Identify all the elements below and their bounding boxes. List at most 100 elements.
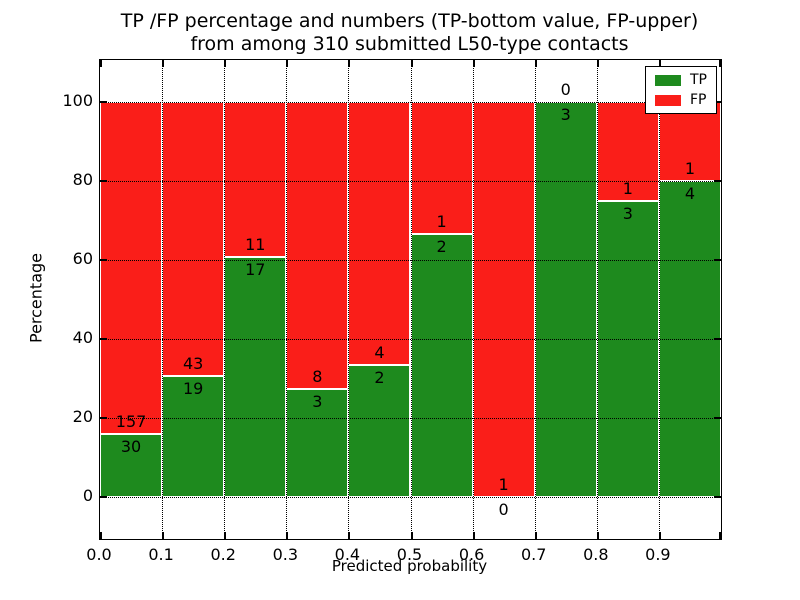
legend-label-fp: FP [690, 92, 707, 108]
tp-count-label: 0 [498, 500, 509, 520]
x-tick-top [658, 60, 661, 67]
gridline-x [534, 60, 536, 539]
y-tick-right [714, 417, 721, 420]
x-tick-bottom [224, 532, 227, 539]
y-tick-left [100, 258, 107, 261]
bar-segment-tp [162, 376, 225, 498]
bar-segment-tp [100, 433, 163, 498]
x-tick-top [286, 60, 289, 67]
tp-count-label: 30 [120, 436, 142, 456]
x-tick-bottom [534, 532, 537, 539]
x-axis-label: Predicted probability [331, 557, 488, 575]
tp-count-label: 2 [436, 236, 447, 256]
y-tick-right [714, 179, 721, 182]
bar-segment-tp [534, 101, 597, 498]
x-tick-label: 0.8 [583, 545, 609, 564]
bar-segment-fp [100, 101, 163, 434]
fp-swatch-icon [655, 94, 681, 106]
x-tick-bottom [286, 532, 289, 539]
x-tick-label: 0.3 [272, 545, 299, 564]
bar-segment-fp [410, 101, 473, 234]
tp-count-label: 2 [374, 368, 385, 388]
gridline-x [596, 60, 598, 539]
x-tick-top [472, 60, 475, 67]
x-tick-bottom [658, 532, 661, 539]
x-tick-top [348, 60, 351, 67]
y-tick-left [100, 496, 107, 499]
x-tick-label: 0.1 [148, 545, 174, 564]
fp-count-label: 8 [312, 367, 323, 387]
y-tick-right [714, 100, 721, 103]
tp-count-label: 3 [560, 104, 571, 124]
x-tick-top [596, 60, 599, 67]
x-tick-bottom [410, 532, 413, 539]
bar-segment-fp [596, 101, 659, 201]
y-tick-left [100, 100, 107, 103]
y-tick-left [100, 179, 107, 182]
y-tick-label: 60 [72, 248, 93, 268]
x-tick-label: 0.0 [86, 545, 112, 564]
chart-title-line2: from among 310 submitted L50-type contac… [190, 33, 629, 55]
fp-count-label: 43 [182, 354, 204, 374]
legend-item-fp: FP [655, 93, 707, 107]
y-tick-label: 80 [72, 169, 93, 189]
y-tick-right [714, 338, 721, 341]
bar-segment-tp [224, 257, 287, 498]
x-tick-label: 0.7 [520, 545, 547, 564]
fp-count-label: 157 [115, 411, 147, 431]
legend: TP FP [645, 66, 717, 114]
chart-title: TP /FP percentage and numbers (TP-bottom… [99, 10, 720, 56]
x-tick-label: 0.2 [210, 545, 236, 564]
y-axis-label: Percentage [26, 252, 46, 344]
x-tick-top [100, 60, 102, 67]
bar-segment-fp [286, 101, 349, 390]
fp-count-label: 1 [622, 178, 633, 198]
tp-count-label: 17 [245, 260, 266, 280]
fp-count-label: 1 [498, 475, 509, 495]
x-tick-label: 0.5 [396, 545, 423, 564]
x-tick-label: 0.4 [334, 545, 361, 564]
gridline-x [410, 60, 412, 539]
x-tick-label: 0.6 [458, 545, 485, 564]
y-tick-left [100, 338, 107, 341]
legend-label-tp: TP [690, 72, 707, 88]
fp-count-label: 1 [684, 158, 696, 178]
fp-count-label: 11 [245, 235, 266, 255]
bar-segment-fp [224, 101, 287, 258]
tp-count-label: 19 [182, 379, 204, 399]
y-tick-label: 0 [82, 486, 93, 506]
legend-item-tp: TP [655, 73, 707, 87]
x-tick-bottom [719, 532, 721, 539]
x-tick-bottom [162, 532, 165, 539]
bar-segment-tp [348, 365, 411, 498]
y-tick-right [714, 258, 721, 261]
x-tick-label: 0.9 [645, 545, 671, 564]
chart-title-line1: TP /FP percentage and numbers (TP-bottom… [120, 10, 699, 32]
x-tick-bottom [348, 532, 351, 539]
x-tick-top [410, 60, 413, 67]
fp-count-label: 0 [560, 79, 571, 99]
bar-segment-tp [286, 389, 349, 498]
y-tick-label: 40 [72, 328, 93, 348]
gridline-x [224, 60, 226, 539]
gridline-x [348, 60, 350, 539]
gridline-x [472, 60, 474, 539]
bar-segment-tp [596, 200, 659, 498]
x-tick-bottom [596, 532, 599, 539]
gridline-x [162, 60, 164, 539]
x-tick-top [719, 60, 721, 67]
y-tick-label: 20 [72, 407, 93, 427]
x-tick-bottom [472, 532, 475, 539]
gridline-x [286, 60, 288, 539]
tp-count-label: 3 [622, 203, 633, 223]
tp-count-label: 4 [684, 183, 696, 203]
tp-count-label: 3 [312, 392, 323, 412]
x-tick-bottom [100, 532, 102, 539]
x-tick-top [224, 60, 227, 67]
bar-segment-fp [472, 101, 535, 498]
plot-area: 157 30 43 19 11 17 8 3 4 2 1 2 1 0 0 3 1 3 1 4 [99, 59, 722, 540]
bar-segment-tp [410, 233, 473, 498]
y-tick-right [714, 496, 721, 499]
y-tick-left [100, 417, 107, 420]
